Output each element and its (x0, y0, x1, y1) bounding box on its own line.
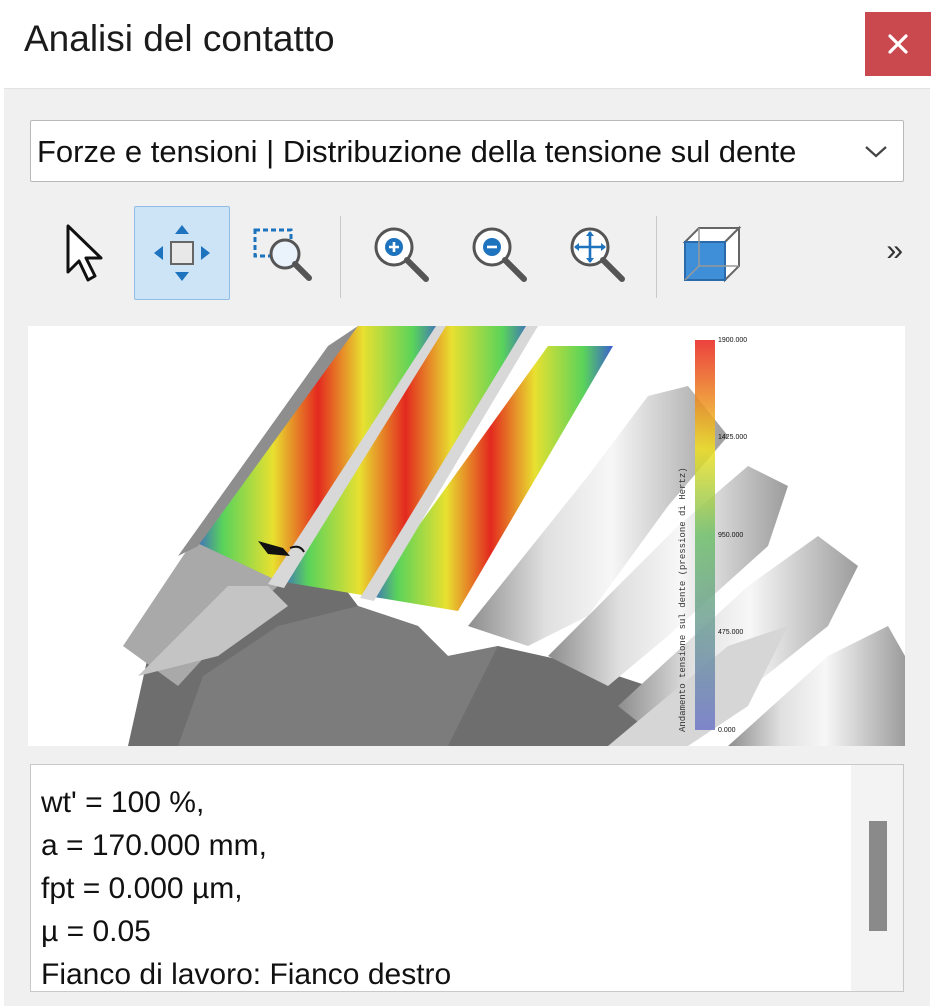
close-icon (888, 34, 908, 54)
colorbar-title: Andamento tensione sul dente (pressione … (678, 467, 688, 732)
results-lines: wt' = 100 %, a = 170.000 mm, fpt = 0.000… (41, 781, 451, 996)
view-selector-value: Forze e tensioni | Distribuzione della t… (37, 134, 797, 169)
more-tools-button[interactable]: » (886, 234, 903, 267)
result-line: fpt = 0.000 µm, (41, 872, 243, 905)
cube-3d-icon (682, 225, 742, 283)
view-3d-tool-button[interactable] (664, 206, 760, 300)
toolbar-separator (656, 216, 657, 298)
zoom-out-tool-button[interactable] (450, 206, 546, 300)
gear-3d-render: 1900.000 1425.000 950.000 475.000 0.000 … (123, 326, 905, 746)
chevron-down-icon (865, 146, 887, 158)
toolbar-separator (340, 216, 341, 298)
colorbar-tick-2: 1425.000 (718, 434, 747, 441)
pan-move-icon (154, 225, 210, 281)
results-scrollbar[interactable] (851, 765, 903, 991)
title-bar: Analisi del contatto (0, 0, 934, 88)
view-selector-dropdown[interactable]: Forze e tensioni | Distribuzione della t… (30, 120, 904, 182)
zoom-window-tool-button[interactable] (234, 206, 330, 300)
contact-analysis-viewport[interactable]: 1900.000 1425.000 950.000 475.000 0.000 … (28, 326, 905, 746)
zoom-in-icon (374, 227, 429, 282)
colorbar-tick-max: 1900.000 (718, 337, 747, 344)
close-button[interactable] (865, 12, 931, 76)
zoom-fit-tool-button[interactable] (548, 206, 644, 300)
zoom-in-tool-button[interactable] (352, 206, 448, 300)
scrollbar-thumb[interactable] (869, 821, 887, 931)
results-text-box[interactable]: wt' = 100 %, a = 170.000 mm, fpt = 0.000… (30, 764, 904, 992)
zoom-out-icon (472, 227, 527, 282)
result-line: Fianco di lavoro: Fianco destro (41, 958, 452, 991)
pan-tool-button[interactable] (134, 206, 230, 300)
select-tool-button[interactable] (34, 206, 130, 300)
result-line: a = 170.000 mm, (41, 829, 267, 862)
result-line: wt' = 100 %, (41, 786, 205, 819)
arrow-pointer-icon (66, 224, 103, 282)
colorbar-tick-3: 950.000 (718, 532, 743, 539)
zoom-fit-icon (570, 227, 625, 282)
colorbar-tick-min: 0.000 (718, 727, 736, 734)
window-title: Analisi del contatto (24, 18, 335, 59)
colorbar-tick-4: 475.000 (718, 629, 743, 636)
result-line: µ = 0.05 (41, 915, 151, 948)
zoom-window-icon (253, 228, 312, 281)
toolbar: » (30, 204, 904, 300)
